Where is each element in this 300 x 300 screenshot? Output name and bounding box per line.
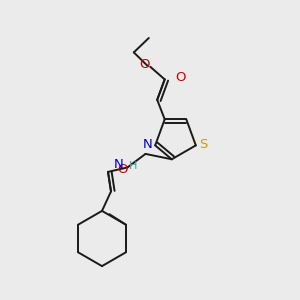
Text: H: H xyxy=(129,161,137,171)
Text: N: N xyxy=(143,138,153,151)
Text: S: S xyxy=(200,138,208,151)
Text: O: O xyxy=(140,58,150,71)
Text: O: O xyxy=(175,71,185,84)
Text: O: O xyxy=(117,163,128,176)
Text: N: N xyxy=(114,158,124,172)
